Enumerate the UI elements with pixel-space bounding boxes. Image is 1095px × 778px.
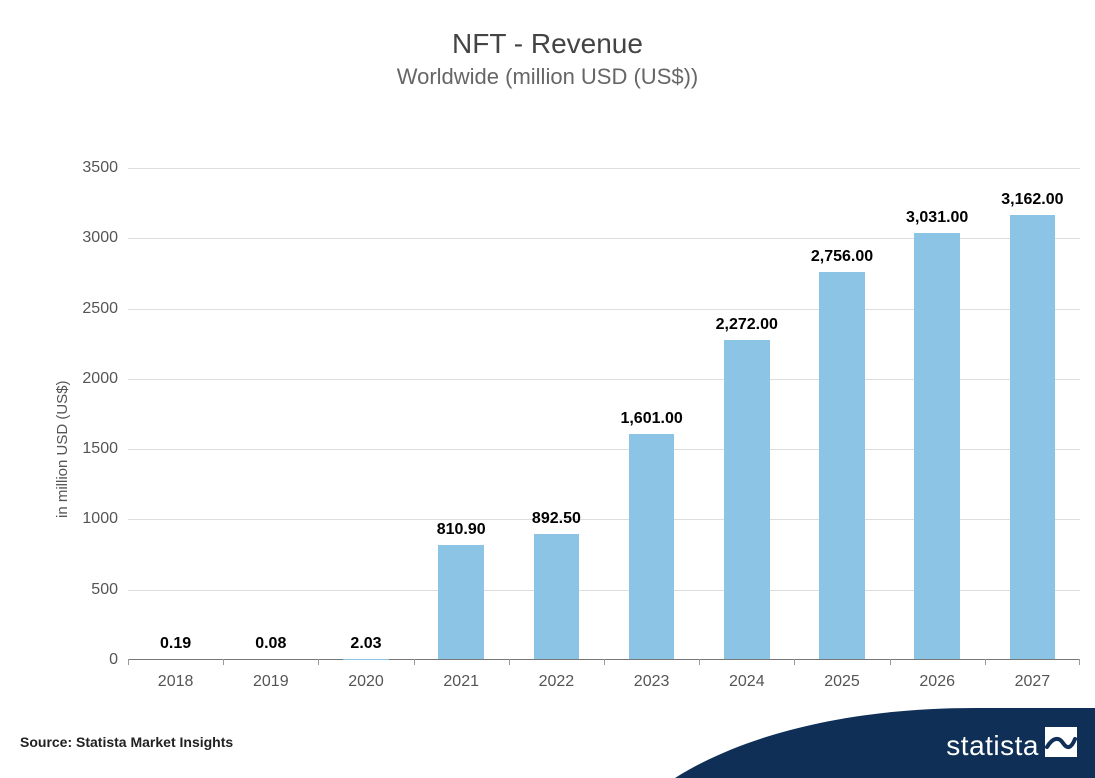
bar-value-label: 1,601.00 bbox=[620, 410, 682, 434]
chart-title: NFT - Revenue bbox=[0, 28, 1095, 60]
bar-value-label: 810.90 bbox=[437, 521, 486, 545]
x-tick-label: 2027 bbox=[1015, 659, 1051, 691]
statista-logo: statista bbox=[946, 727, 1077, 764]
bar-value-label: 3,031.00 bbox=[906, 209, 968, 233]
x-tick-mark bbox=[223, 659, 224, 665]
statista-mark-icon bbox=[1045, 727, 1077, 764]
bar-value-label: 892.50 bbox=[532, 510, 581, 534]
x-tick-mark bbox=[1079, 659, 1080, 665]
plot-area: 05001000150020002500300035000.1920180.08… bbox=[128, 168, 1080, 660]
x-tick-mark bbox=[604, 659, 605, 665]
y-tick-label: 2000 bbox=[82, 370, 128, 388]
x-tick-mark bbox=[794, 659, 795, 665]
x-tick-mark bbox=[890, 659, 891, 665]
y-tick-label: 3000 bbox=[82, 229, 128, 247]
y-tick-label: 1000 bbox=[82, 510, 128, 528]
gridline bbox=[128, 168, 1080, 169]
x-tick-label: 2024 bbox=[729, 659, 765, 691]
bar: 3,162.00 bbox=[1010, 215, 1056, 659]
chart-subtitle: Worldwide (million USD (US$)) bbox=[0, 64, 1095, 90]
x-tick-label: 2018 bbox=[158, 659, 194, 691]
x-tick-label: 2019 bbox=[253, 659, 289, 691]
y-tick-label: 3500 bbox=[82, 159, 128, 177]
bar: 2,756.00 bbox=[819, 272, 865, 659]
x-tick-label: 2023 bbox=[634, 659, 670, 691]
statista-logo-text: statista bbox=[946, 730, 1039, 762]
bar: 3,031.00 bbox=[914, 233, 960, 659]
y-tick-label: 1500 bbox=[82, 440, 128, 458]
x-tick-mark bbox=[128, 659, 129, 665]
x-tick-mark bbox=[318, 659, 319, 665]
chart-container: in million USD (US$) 0500100015002000250… bbox=[48, 148, 1080, 708]
x-tick-label: 2025 bbox=[824, 659, 860, 691]
y-tick-label: 0 bbox=[109, 651, 128, 669]
bar-value-label: 2,756.00 bbox=[811, 248, 873, 272]
bar-value-label: 0.08 bbox=[255, 635, 286, 659]
x-tick-label: 2022 bbox=[539, 659, 575, 691]
bar: 892.50 bbox=[534, 534, 580, 659]
x-tick-label: 2020 bbox=[348, 659, 384, 691]
y-tick-label: 2500 bbox=[82, 300, 128, 318]
bar: 810.90 bbox=[438, 545, 484, 659]
bar-value-label: 2.03 bbox=[350, 635, 381, 659]
x-tick-mark bbox=[699, 659, 700, 665]
x-tick-mark bbox=[509, 659, 510, 665]
y-tick-label: 500 bbox=[91, 581, 128, 599]
x-tick-mark bbox=[414, 659, 415, 665]
bar-value-label: 3,162.00 bbox=[1001, 191, 1063, 215]
x-tick-mark bbox=[985, 659, 986, 665]
x-tick-label: 2021 bbox=[443, 659, 479, 691]
bar-value-label: 0.19 bbox=[160, 635, 191, 659]
y-axis-label: in million USD (US$) bbox=[54, 380, 71, 518]
x-tick-label: 2026 bbox=[919, 659, 955, 691]
bar: 2,272.00 bbox=[724, 340, 770, 659]
bar: 1,601.00 bbox=[629, 434, 675, 659]
bar-value-label: 2,272.00 bbox=[716, 316, 778, 340]
source-text: Source: Statista Market Insights bbox=[20, 734, 233, 750]
